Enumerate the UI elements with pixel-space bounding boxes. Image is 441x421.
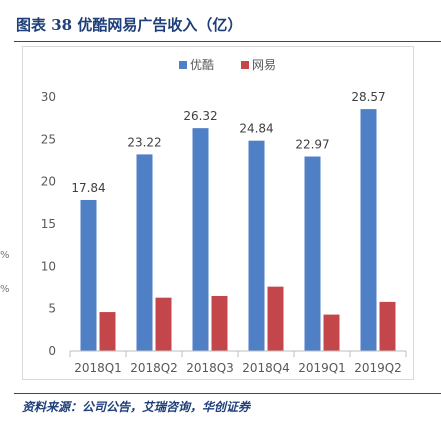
bar-netease-2018Q3	[211, 295, 228, 351]
y-tick-label: 15	[41, 217, 56, 231]
title-divider	[14, 41, 441, 42]
y-axis: 0 5 10 15 20 25 30	[41, 90, 56, 358]
data-label: 26.32	[183, 109, 217, 123]
bar-netease-2018Q1	[99, 312, 116, 351]
data-label: 17.84	[71, 181, 105, 195]
data-label: 23.22	[127, 135, 161, 149]
bar-netease-2018Q2	[155, 297, 172, 351]
x-axis: 2018Q1 2018Q2 2018Q3 2018Q4 2019Q1 2019Q2	[69, 350, 407, 375]
bars	[80, 109, 396, 351]
edge-percent-mark: %	[0, 284, 10, 295]
bar-netease-2019Q2	[379, 301, 396, 351]
data-label: 22.97	[295, 138, 329, 152]
bar-youku-2018Q2	[136, 154, 153, 351]
y-tick-label: 25	[41, 132, 56, 146]
data-label: 28.57	[351, 90, 385, 104]
x-tick-label: 2019Q1	[298, 361, 346, 375]
x-tick-label: 2018Q1	[74, 361, 122, 375]
chart-frame	[22, 46, 414, 380]
figure-title: 图表 38 优酷网易广告收入（亿）	[16, 16, 243, 34]
bar-netease-2018Q4	[267, 286, 284, 351]
x-tick-label: 2018Q3	[186, 361, 234, 375]
footer-divider	[14, 393, 441, 394]
legend-label-netease: 网易	[252, 58, 276, 72]
y-tick-label: 30	[41, 90, 56, 104]
bar-chart: 优酷 网易 0 5 10 15 20 25 30 17.84 23.22 26.32 24.84 2…	[41, 58, 407, 375]
data-label: 24.84	[239, 122, 273, 136]
y-tick-label: 10	[41, 259, 56, 273]
bar-youku-2018Q1	[80, 199, 97, 351]
x-tick-label: 2018Q4	[242, 361, 290, 375]
legend: 优酷 网易	[179, 58, 276, 72]
y-tick-label: 0	[48, 344, 56, 358]
bar-youku-2018Q3	[192, 128, 209, 351]
x-tick-label: 2019Q2	[354, 361, 402, 375]
y-tick-label: 20	[41, 175, 56, 189]
edge-percent-mark: %	[0, 250, 10, 261]
bar-youku-2018Q4	[248, 140, 265, 351]
legend-swatch-netease	[241, 61, 249, 69]
legend-swatch-youku	[179, 61, 187, 69]
x-tick-label: 2018Q2	[130, 361, 178, 375]
bar-youku-2019Q1	[304, 156, 321, 351]
legend-label-youku: 优酷	[190, 58, 214, 72]
bar-youku-2019Q2	[360, 109, 377, 351]
bar-netease-2019Q1	[323, 314, 340, 351]
y-tick-label: 5	[48, 302, 56, 316]
source-note: 资料来源：公司公告，艾瑞咨询，华创证券	[22, 400, 251, 414]
value-labels: 17.84 23.22 26.32 24.84 22.97 28.57	[71, 90, 385, 195]
